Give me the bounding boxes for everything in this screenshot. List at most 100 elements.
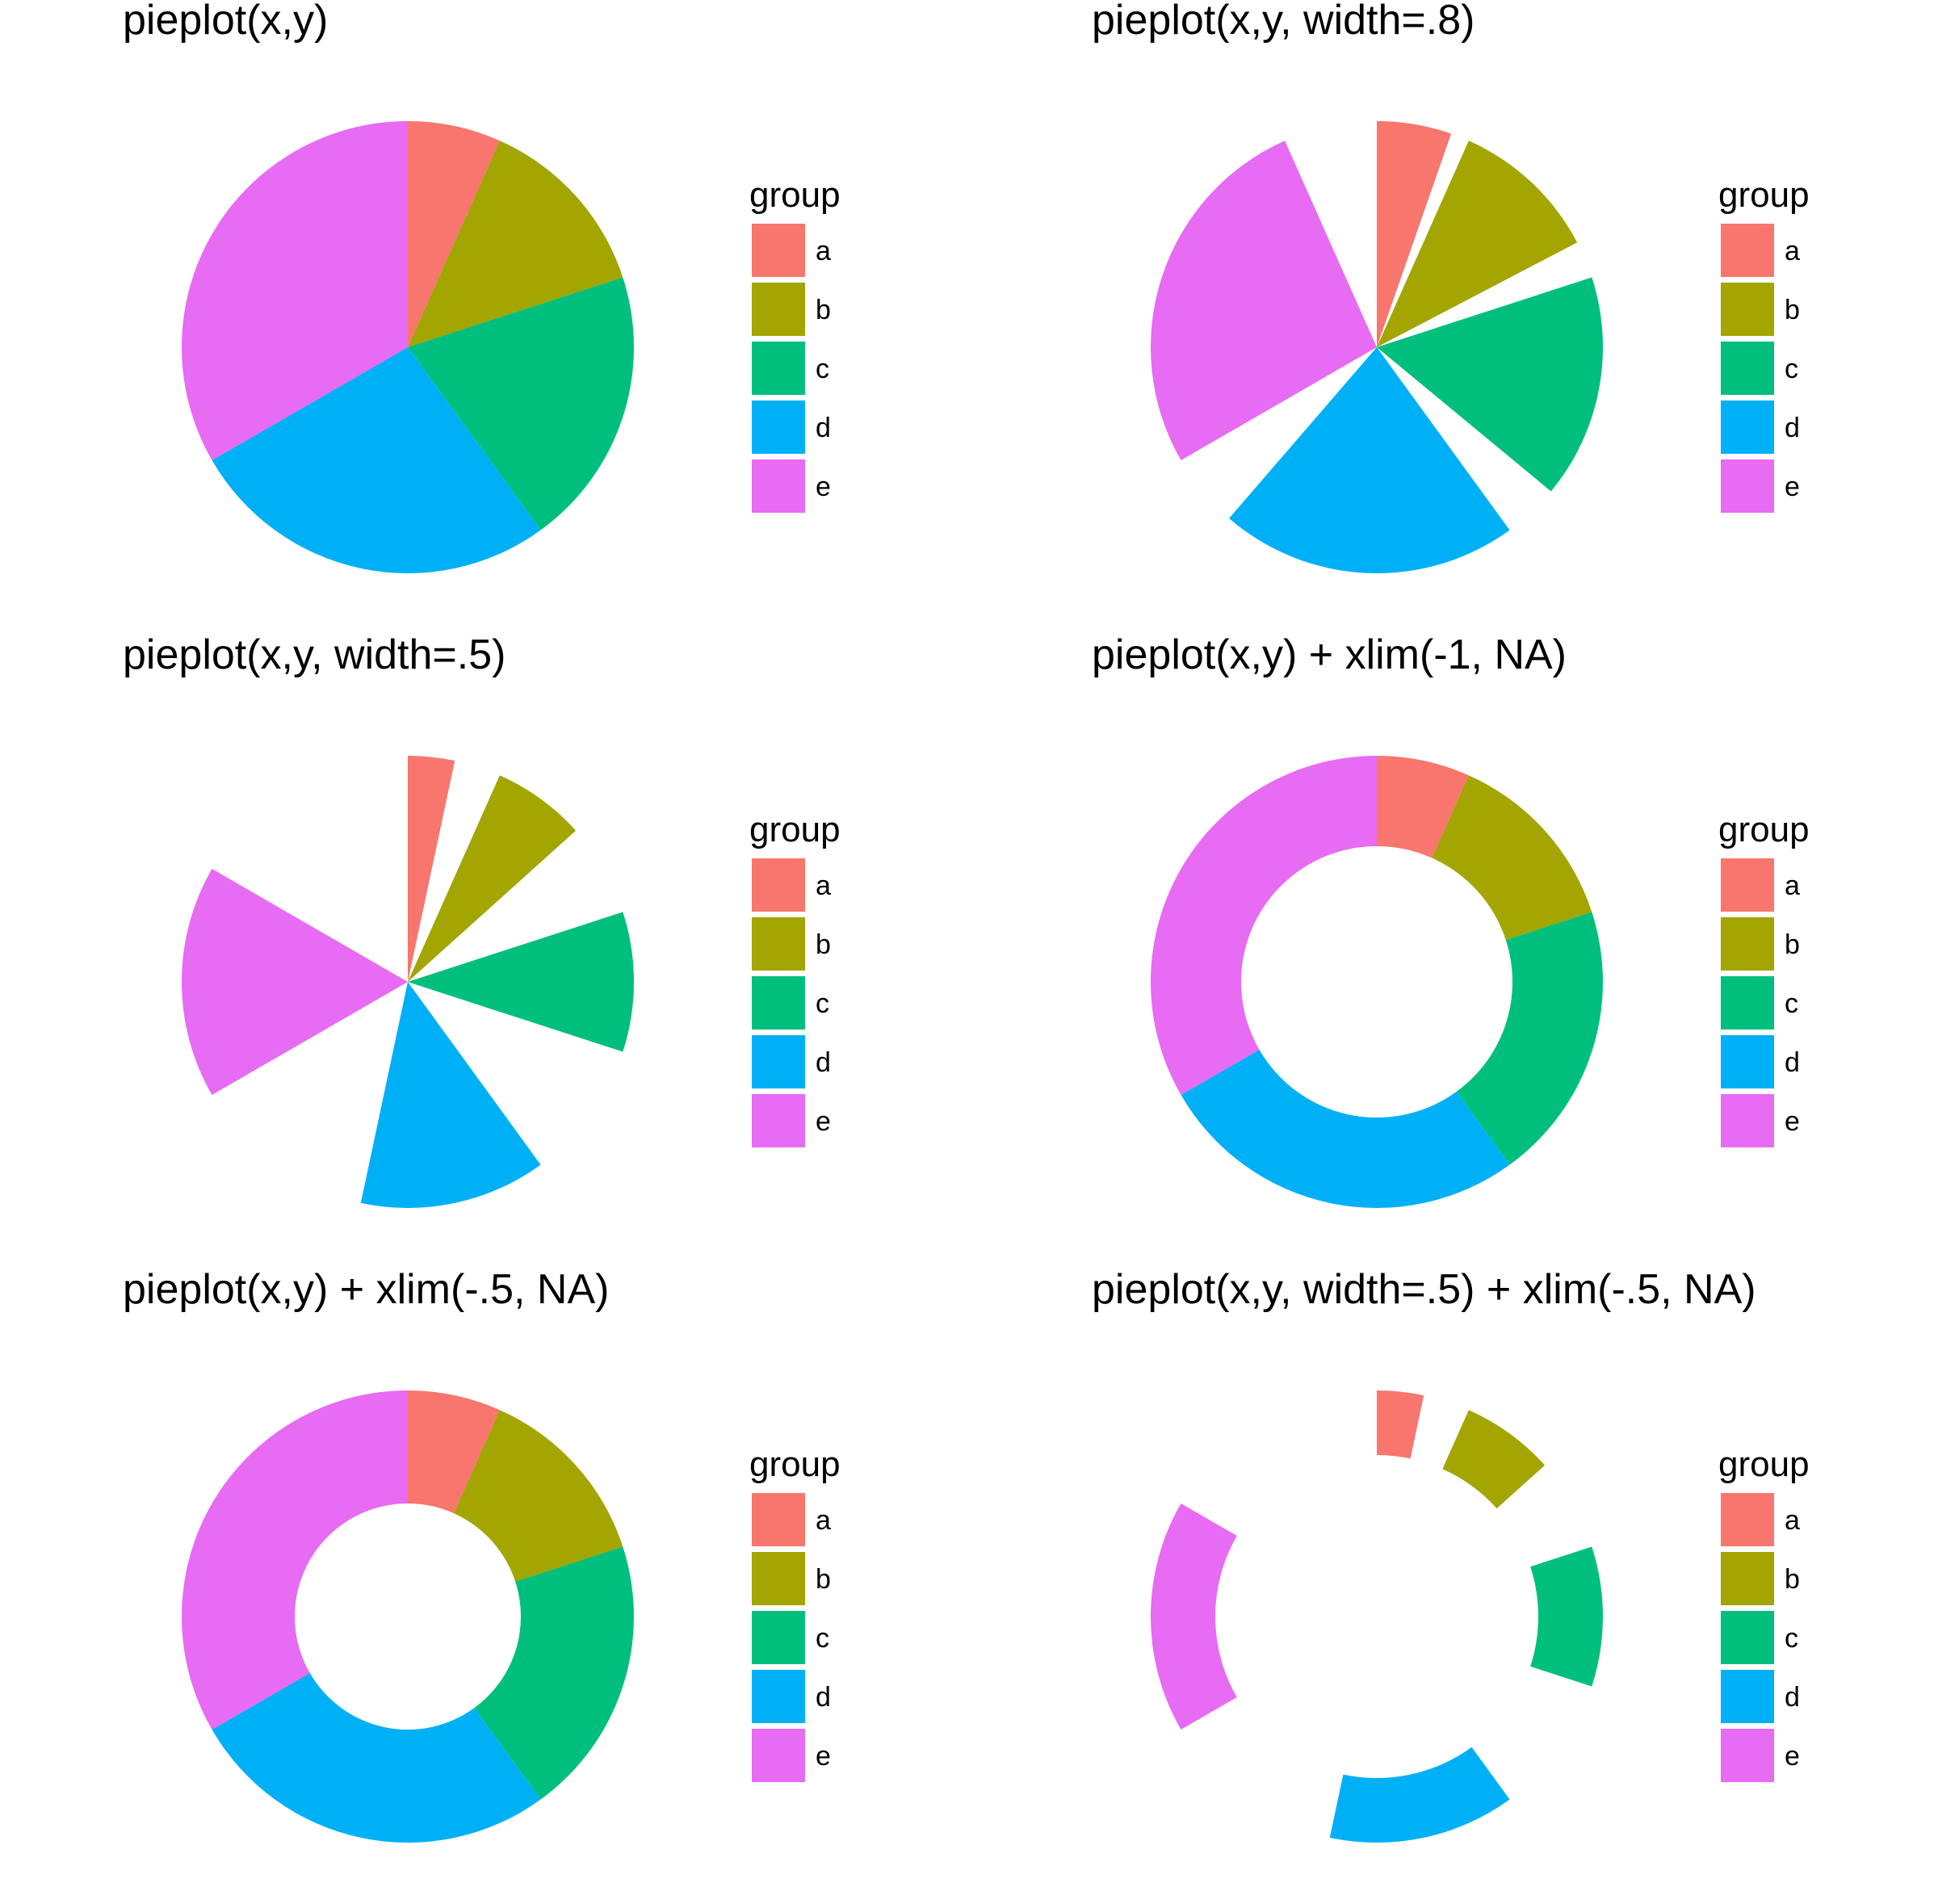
- legend-key-e: [752, 459, 805, 513]
- slice-c: [474, 1546, 634, 1800]
- legend-label-d: d: [816, 413, 831, 443]
- legend-key-a: [752, 858, 805, 912]
- slice-e: [181, 1390, 408, 1730]
- legend-label-b: b: [816, 1564, 831, 1595]
- legend-label-b: b: [816, 929, 831, 960]
- legend-label-d: d: [1785, 1682, 1800, 1713]
- pie-slices: [1150, 756, 1603, 1208]
- slice-a: [408, 756, 455, 982]
- legend-key-b: [752, 917, 805, 971]
- legend-key-c: [752, 342, 805, 395]
- pie-slices: [181, 756, 635, 1208]
- slice-b: [453, 1410, 623, 1582]
- pie-slices: [1151, 1390, 1603, 1843]
- legend-label-d: d: [816, 1047, 831, 1078]
- panel-title: pieplot(x,y) + xlim(-.5, NA): [123, 1266, 609, 1313]
- legend-key-b: [1721, 917, 1774, 971]
- slice-d: [1329, 1747, 1510, 1843]
- legend-key-d: [1721, 401, 1774, 454]
- slice-b: [408, 775, 577, 982]
- legend-label-b: b: [1785, 295, 1800, 325]
- slice-e: [1150, 756, 1377, 1095]
- legend-label-c: c: [816, 354, 829, 384]
- legend-key-e: [1721, 1094, 1774, 1147]
- slice-b: [1377, 140, 1578, 347]
- legend-label-e: e: [816, 1741, 831, 1772]
- legend-key-e: [1721, 1729, 1774, 1782]
- legend-key-c: [1721, 342, 1774, 395]
- slice-a: [408, 121, 500, 347]
- legend-title: group: [1718, 1445, 1810, 1484]
- legend-key-e: [752, 1729, 805, 1782]
- slice-d: [212, 1673, 541, 1843]
- legend-label-c: c: [1785, 354, 1798, 384]
- legend-label-e: e: [1785, 1106, 1800, 1137]
- legend-title: group: [749, 175, 841, 215]
- legend-label-d: d: [1785, 413, 1800, 443]
- slice-d: [212, 347, 541, 573]
- panel-title: pieplot(x,y): [123, 0, 328, 44]
- legend-label-e: e: [1785, 1741, 1800, 1772]
- slice-a: [1377, 1390, 1424, 1459]
- slice-d: [1229, 347, 1510, 574]
- legend-label-c: c: [1785, 1623, 1798, 1654]
- legend-label-d: d: [1785, 1047, 1800, 1078]
- legend-key-d: [752, 401, 805, 454]
- legend-label-a: a: [816, 870, 831, 901]
- panel-title: pieplot(x,y, width=.8): [1092, 0, 1474, 44]
- legend-key-b: [1721, 1552, 1774, 1605]
- pie-panel-6: pieplot(x,y, width=.5) + xlim(-.5, NA) gr…: [1092, 1266, 1810, 1843]
- slice-d: [360, 982, 541, 1208]
- slice-a: [1377, 121, 1452, 347]
- slice-d: [1181, 1050, 1510, 1208]
- legend-label-a: a: [816, 236, 831, 266]
- legend-key-e: [752, 1094, 805, 1147]
- legend-key-d: [752, 1035, 805, 1088]
- legend-title: group: [1718, 175, 1810, 215]
- legend-key-a: [1721, 858, 1774, 912]
- slice-b: [1442, 1410, 1546, 1509]
- legend-key-a: [752, 224, 805, 277]
- pie-slices: [1151, 121, 1603, 574]
- legend-key-b: [1721, 283, 1774, 336]
- slice-b: [1432, 775, 1592, 941]
- legend-label-e: e: [1785, 472, 1800, 502]
- legend-label-a: a: [1785, 1505, 1800, 1536]
- legend-key-a: [1721, 224, 1774, 277]
- slice-e: [1151, 140, 1377, 460]
- legend-title: group: [749, 1445, 841, 1484]
- legend-key-d: [752, 1670, 805, 1723]
- pie-slices: [181, 1390, 634, 1843]
- legend-key-d: [1721, 1035, 1774, 1088]
- slice-c: [1377, 277, 1603, 492]
- slice-b: [408, 140, 623, 347]
- legend-label-a: a: [816, 1505, 831, 1536]
- legend-label-b: b: [1785, 929, 1800, 960]
- panel-title: pieplot(x,y) + xlim(-1, NA): [1092, 631, 1567, 678]
- legend-label-e: e: [816, 472, 831, 502]
- legend-key-a: [1721, 1493, 1774, 1546]
- legend-key-c: [1721, 976, 1774, 1030]
- slice-a: [1377, 756, 1469, 858]
- panel-title: pieplot(x,y, width=.5) + xlim(-.5, NA): [1092, 1266, 1756, 1313]
- legend-key-e: [1721, 459, 1774, 513]
- slice-c: [408, 912, 635, 1052]
- legend-label-c: c: [1785, 988, 1798, 1019]
- slice-a: [408, 1390, 500, 1514]
- slice-c: [408, 277, 634, 531]
- legend-key-b: [752, 283, 805, 336]
- panel-title: pieplot(x,y, width=.5): [123, 631, 505, 678]
- slice-e: [181, 869, 408, 1095]
- legend-key-c: [752, 976, 805, 1030]
- slice-e: [1151, 1503, 1237, 1730]
- legend-label-b: b: [816, 295, 831, 325]
